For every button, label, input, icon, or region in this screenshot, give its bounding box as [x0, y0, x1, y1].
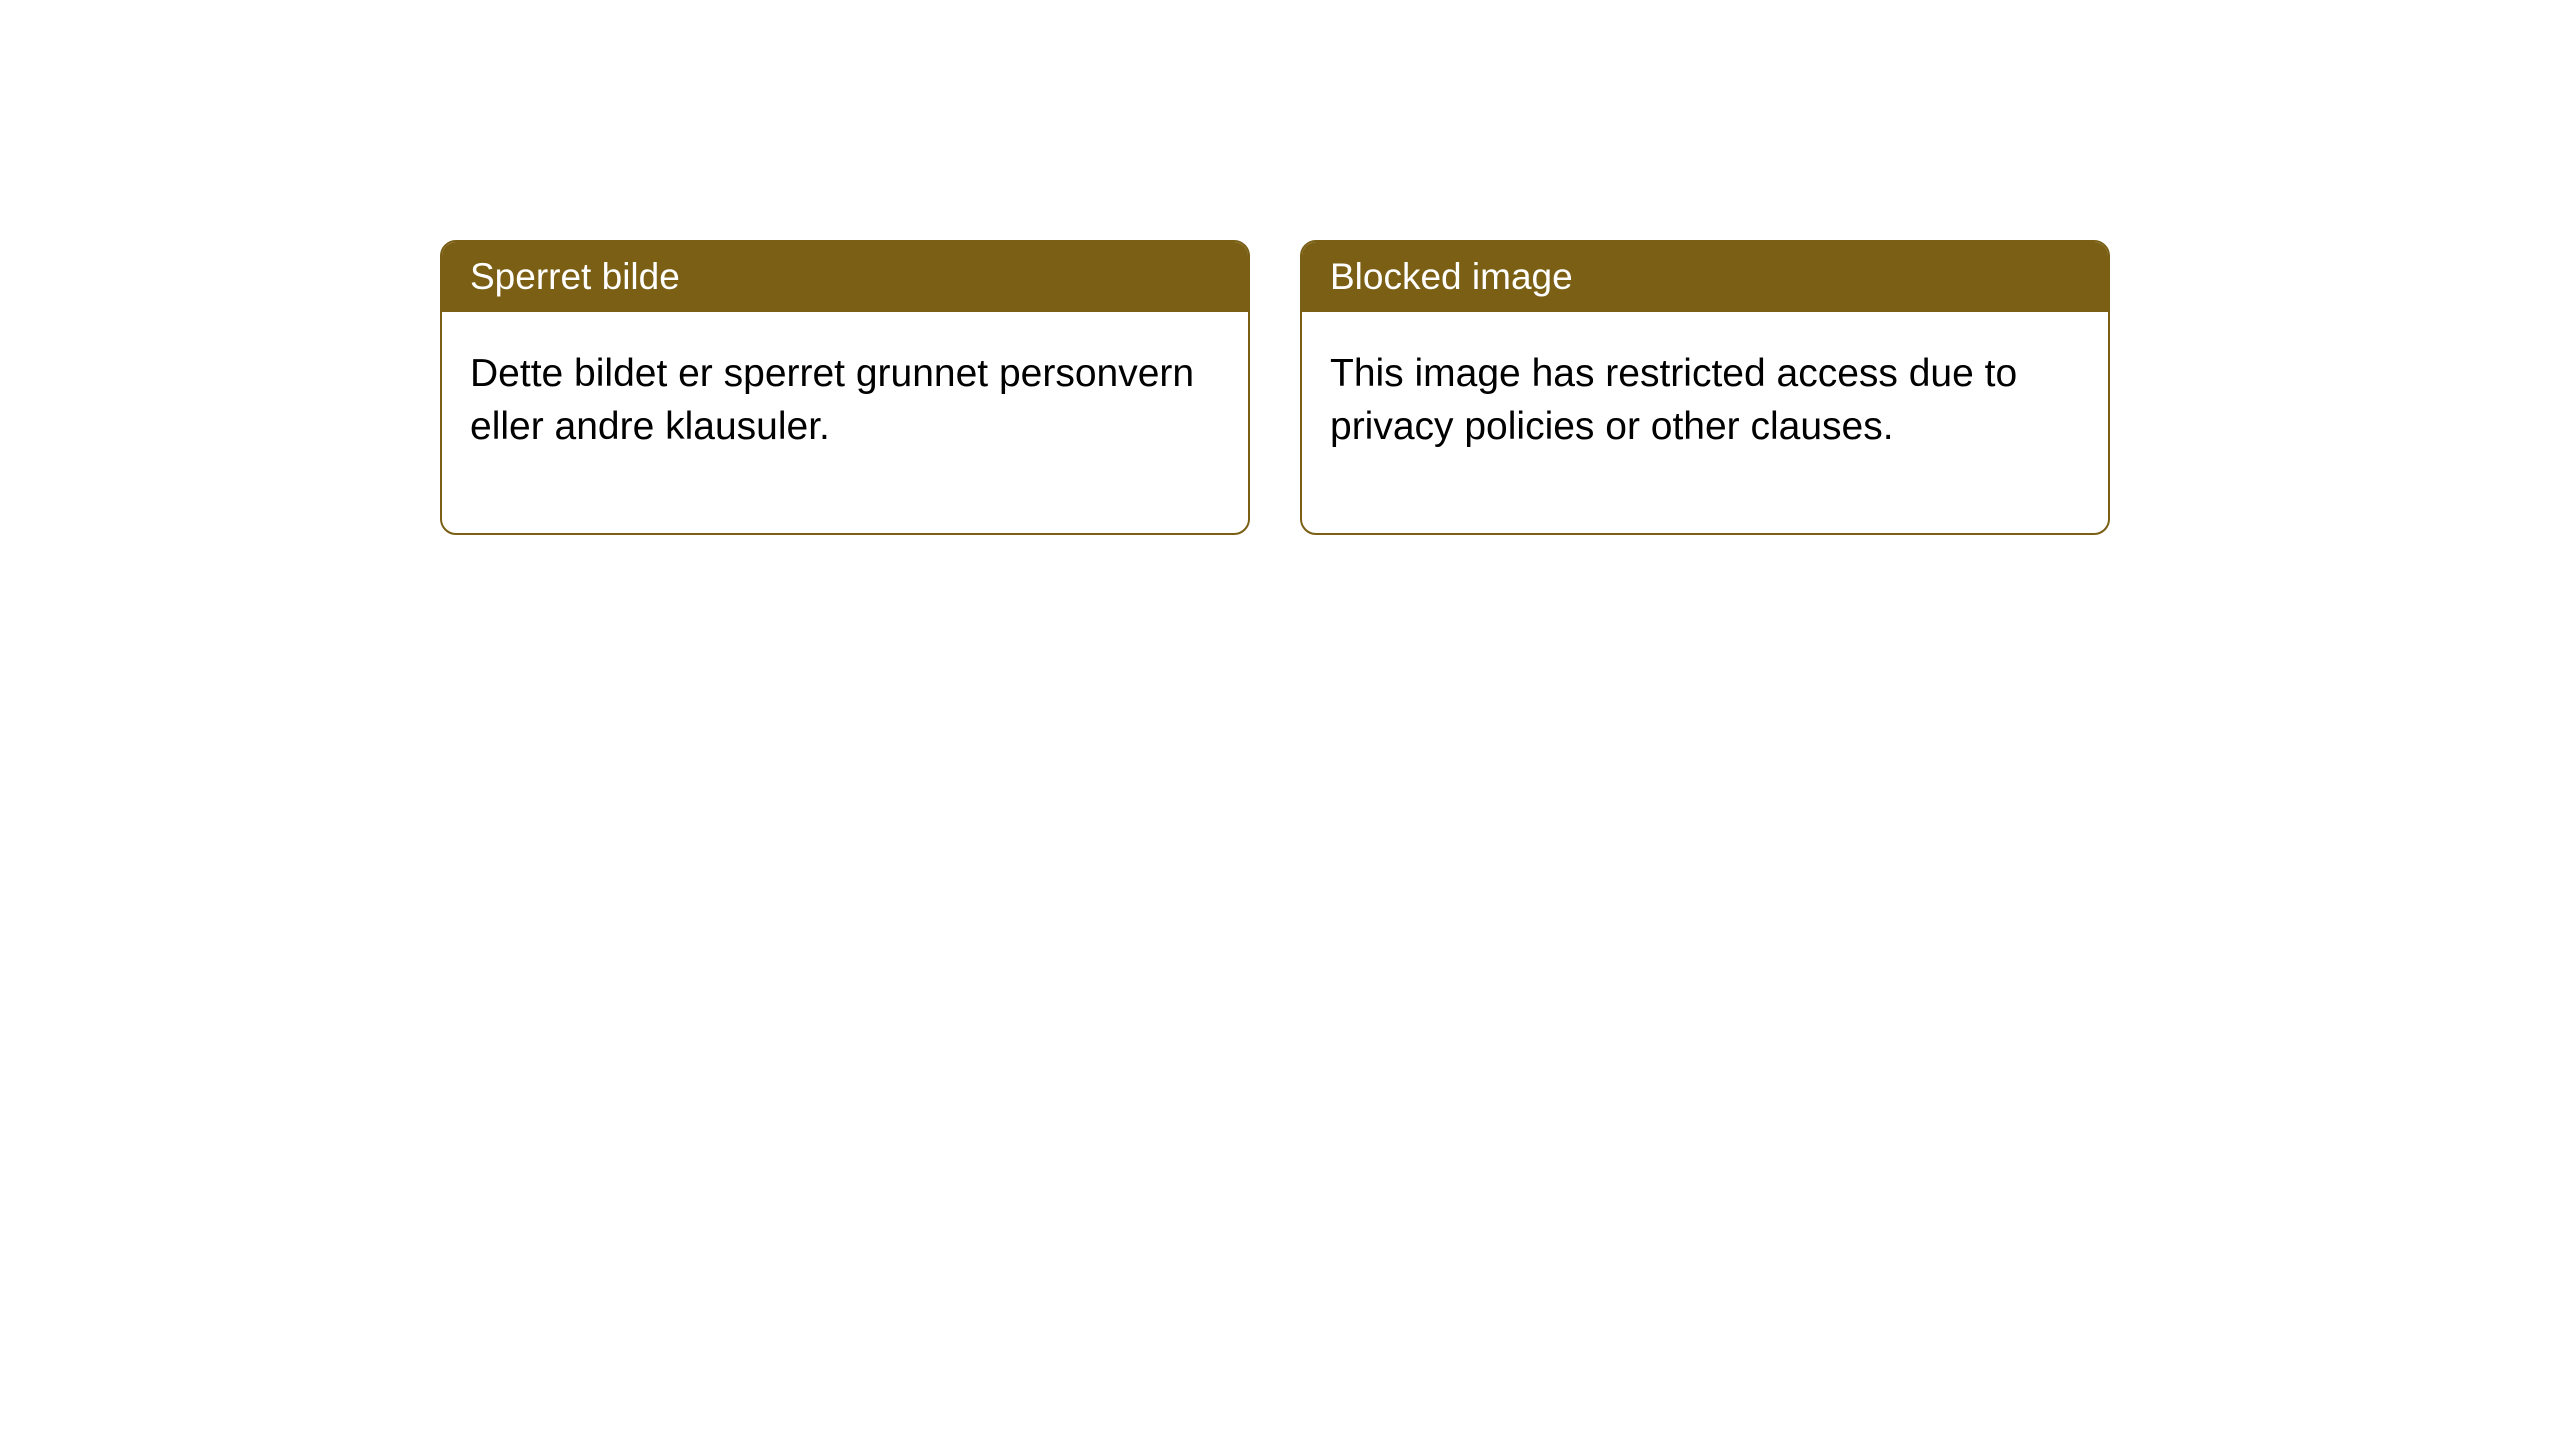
notice-card-norwegian: Sperret bilde Dette bildet er sperret gr…: [440, 240, 1250, 535]
notice-title: Sperret bilde: [470, 256, 680, 297]
notice-header: Blocked image: [1302, 242, 2108, 312]
notice-text: Dette bildet er sperret grunnet personve…: [470, 352, 1194, 448]
notice-container: Sperret bilde Dette bildet er sperret gr…: [440, 240, 2110, 535]
notice-text: This image has restricted access due to …: [1330, 352, 2017, 448]
notice-card-english: Blocked image This image has restricted …: [1300, 240, 2110, 535]
notice-header: Sperret bilde: [442, 242, 1248, 312]
notice-body: This image has restricted access due to …: [1302, 312, 2108, 533]
notice-body: Dette bildet er sperret grunnet personve…: [442, 312, 1248, 533]
notice-title: Blocked image: [1330, 256, 1573, 297]
